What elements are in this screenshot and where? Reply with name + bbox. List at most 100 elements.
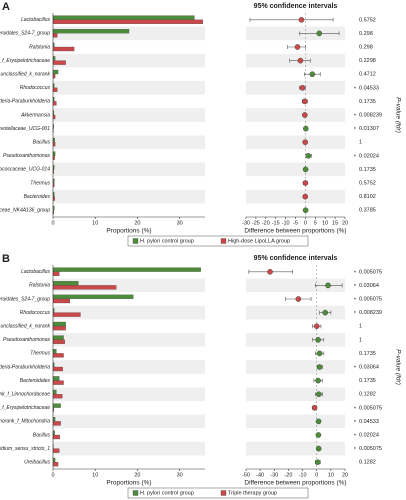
- row-stripe: [53, 189, 205, 204]
- bar: [52, 394, 63, 399]
- difference-point: [267, 268, 273, 275]
- bar: [52, 339, 65, 344]
- row-stripe: [53, 26, 205, 41]
- significance: *: [354, 406, 357, 412]
- difference-point: [302, 125, 309, 132]
- category-label: Prevotellaceae_UCG-001: [0, 126, 50, 132]
- p-value: 0.1735: [359, 99, 376, 105]
- bar: [52, 29, 130, 34]
- row-stripe: [53, 441, 205, 456]
- significance: *: [354, 284, 357, 290]
- row-stripe: [53, 135, 205, 149]
- bar: [52, 448, 60, 453]
- bar: [52, 114, 56, 120]
- bar: [52, 87, 58, 92]
- category-label: unclassified_k_norank: [1, 72, 51, 78]
- category-label: Bacillus: [33, 432, 51, 438]
- category-label: Bacillus: [33, 140, 51, 146]
- category-label: Akkermansia: [20, 112, 50, 118]
- bar: [52, 312, 81, 317]
- difference-point: [295, 296, 302, 302]
- legend-box: [127, 487, 309, 499]
- significance: *: [354, 447, 357, 453]
- row-stripe: [53, 162, 205, 177]
- bar: [52, 46, 75, 52]
- category-label: Clostridium_sensu_stricto_1: [0, 446, 50, 452]
- difference-point: [298, 16, 305, 23]
- legend-swatch: [132, 238, 139, 244]
- p-value: 0.1735: [359, 167, 376, 173]
- row-stripe: [246, 108, 345, 122]
- category-label: Thermus: [30, 351, 50, 357]
- x-tick-label: -40: [256, 472, 264, 478]
- legend-label: H. pylori control group: [140, 238, 194, 244]
- category-label: norank_f_Erysipelotrichaceae: [0, 405, 50, 411]
- bar: [52, 417, 56, 422]
- row-stripe: [246, 278, 345, 293]
- difference-point: [297, 57, 304, 64]
- difference-point: [316, 391, 322, 398]
- row-stripe: [53, 333, 205, 347]
- legend-swatch: [220, 238, 227, 244]
- p-value: 0.1735: [359, 351, 376, 357]
- significance: *: [354, 270, 357, 276]
- bar: [52, 33, 58, 38]
- bar: [52, 389, 57, 395]
- bar: [52, 74, 56, 79]
- bar: [52, 267, 201, 272]
- difference-point: [322, 309, 329, 316]
- difference-point: [315, 432, 322, 438]
- category-label: Ruminococcaceae_UCG-014: [0, 167, 50, 173]
- x-tick-label: 30: [177, 472, 183, 478]
- p-value: 0.1282: [359, 460, 376, 466]
- difference-point: [302, 180, 309, 186]
- row-stripe: [246, 26, 345, 41]
- p-value: 0.298: [359, 31, 373, 37]
- bar: [52, 142, 56, 147]
- bar: [52, 457, 56, 463]
- p-axis-label: P-value (fdr): [394, 349, 401, 385]
- x-tick-label: -30: [270, 472, 278, 478]
- x-tick-label: 0: [304, 220, 307, 226]
- bar: [52, 376, 60, 381]
- bar: [52, 294, 134, 299]
- row-stripe: [53, 108, 205, 122]
- x-tick-label: -50: [242, 472, 250, 478]
- p-value: 0.005075: [359, 405, 382, 411]
- difference-point: [316, 364, 323, 370]
- p-value: 0.02024: [359, 153, 379, 159]
- difference-point: [316, 30, 323, 37]
- x-tick-label: 20: [134, 472, 140, 478]
- x-tick-label: 10: [328, 472, 334, 478]
- p-value: 0.01307: [359, 126, 379, 132]
- p-value: 1: [359, 337, 362, 343]
- row-stripe: [246, 135, 345, 149]
- row-stripe: [246, 441, 345, 456]
- x-tick-label: 10: [92, 472, 98, 478]
- significance: *: [354, 311, 357, 317]
- difference-point: [302, 207, 309, 213]
- p-value: 0.02024: [359, 432, 379, 438]
- x-tick-label: 0: [51, 472, 54, 478]
- category-label: Pseudoxanthomonas: [3, 153, 50, 159]
- x-tick-label: 0: [51, 220, 54, 226]
- bar: [52, 15, 195, 20]
- bar: [52, 56, 56, 61]
- p-value: 0.04533: [359, 419, 379, 425]
- category-label: Burkholderia-Paraburkholderia: [0, 99, 50, 105]
- x-tick-label: -30: [242, 220, 250, 226]
- row-stripe: [246, 414, 345, 429]
- legend-swatch: [132, 490, 139, 496]
- bar: [52, 60, 66, 65]
- category-label: norank_f_Bacteroidales_S24-7_group: [0, 31, 50, 37]
- difference-point: [302, 166, 309, 173]
- panel-letter: A: [2, 1, 10, 13]
- difference-point: [302, 112, 308, 118]
- bar: [52, 101, 57, 106]
- category-label: norank_f_Linnochordaceae: [0, 392, 50, 398]
- ci-title: 95% confidence intervals: [254, 3, 338, 10]
- bar: [52, 462, 59, 467]
- difference-point: [316, 350, 323, 357]
- difference-point: [302, 193, 309, 200]
- significance: *: [354, 433, 357, 439]
